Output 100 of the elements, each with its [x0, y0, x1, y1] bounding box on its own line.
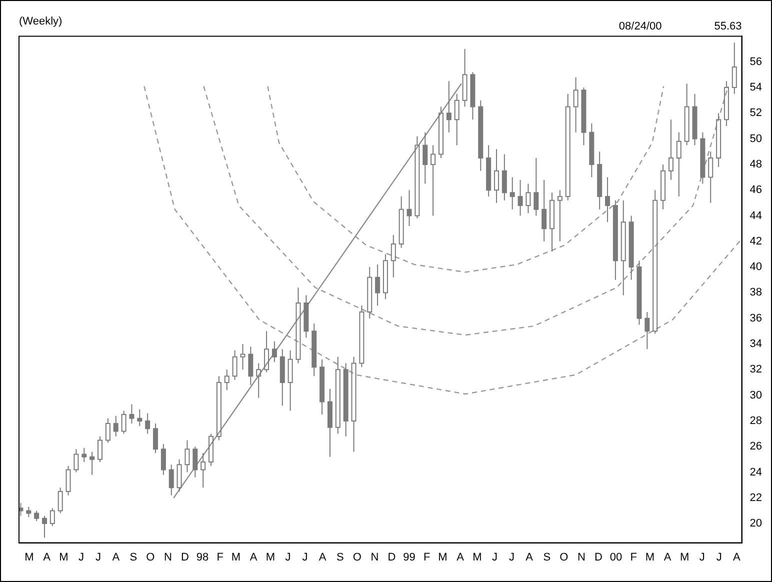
candlestick — [676, 132, 682, 198]
x-tick-label: M — [680, 551, 690, 564]
y-tick-label: 34 — [750, 338, 762, 350]
x-tick-label: M — [472, 551, 482, 564]
y-tick-label: 54 — [750, 82, 762, 94]
candlestick — [708, 151, 714, 204]
candlestick — [526, 183, 531, 214]
candlestick — [732, 42, 737, 94]
y-tick-label: 48 — [750, 158, 762, 170]
candlestick — [200, 452, 206, 488]
y-tick-label: 26 — [750, 440, 762, 453]
candlestick — [367, 266, 372, 319]
candlestick — [550, 192, 555, 252]
candlestick — [335, 356, 340, 434]
candlestick — [232, 350, 238, 380]
candlestick — [216, 376, 222, 441]
x-tick-label: M — [59, 551, 68, 564]
candlestick — [557, 190, 562, 242]
y-tick-label: 56 — [750, 56, 762, 68]
x-tick-label: F — [423, 551, 430, 564]
x-tick-label: N — [164, 551, 172, 564]
x-tick-label: M — [645, 551, 655, 564]
candlestick — [121, 410, 126, 434]
line-series — [144, 86, 742, 395]
text: 55.63 — [714, 20, 742, 33]
candlestick — [565, 93, 570, 201]
candlestick — [74, 448, 79, 473]
x-tick-label: N — [370, 551, 379, 564]
x-tick-label: A — [112, 551, 120, 564]
x-tick-label: F — [216, 551, 224, 564]
candlestick — [454, 93, 460, 146]
x-tick-label: 98 — [196, 551, 209, 564]
x-tick-label: J — [716, 551, 722, 564]
candlestick — [494, 148, 499, 204]
y-tick-label: 38 — [750, 286, 762, 299]
candlestick — [58, 487, 63, 514]
candlestick — [398, 196, 404, 248]
x-tick-label: J — [509, 551, 515, 564]
line-series — [203, 86, 729, 336]
x-tick-label: A — [250, 551, 258, 564]
x-tick-label: F — [630, 551, 638, 564]
candlestick — [414, 136, 420, 219]
candlestick — [652, 190, 658, 334]
y-tick-label: 42 — [750, 235, 762, 248]
y-tick-label: 52 — [750, 107, 762, 120]
candlestick — [296, 287, 301, 364]
candlestick — [359, 305, 364, 368]
candlestick — [351, 356, 356, 452]
y-tick-label: 50 — [750, 132, 762, 145]
x-tick-label: 99 — [403, 551, 416, 564]
line-series — [267, 86, 664, 273]
x-tick-label: J — [492, 551, 498, 564]
candlestick — [224, 369, 230, 391]
candlestick — [684, 83, 690, 146]
candlestick — [105, 418, 110, 444]
x-tick-label: S — [543, 551, 551, 564]
candlestick — [430, 144, 436, 216]
x-tick-label: O — [352, 551, 362, 564]
x-tick-label: J — [285, 551, 291, 564]
candlestick — [184, 440, 190, 473]
candlestick — [462, 48, 468, 108]
y-tick-label: 20 — [750, 518, 762, 530]
x-tick-label: M — [438, 551, 448, 564]
x-tick-label: D — [594, 551, 602, 564]
x-tick-label: A — [664, 551, 672, 564]
x-tick-label: M — [266, 551, 276, 564]
y-tick-label: 40 — [750, 261, 762, 274]
y-tick-label: 28 — [750, 414, 762, 427]
x-tick-label: M — [231, 551, 241, 564]
candlestick — [382, 254, 388, 300]
x-tick-label: J — [699, 551, 705, 564]
candlestick — [240, 344, 246, 370]
candlestick — [256, 362, 262, 398]
chart-title: (Weekly) — [19, 16, 62, 28]
x-tick-label: A — [318, 551, 327, 564]
candlestick — [668, 119, 674, 180]
candlestick — [716, 112, 722, 168]
x-tick-label: S — [130, 551, 138, 564]
x-tick-label: 00 — [610, 551, 622, 564]
x-tick-label: M — [24, 551, 34, 564]
y-tick-label: 44 — [750, 210, 762, 222]
x-tick-label: J — [302, 551, 308, 564]
y-tick-label: 36 — [750, 312, 762, 324]
candlestick — [660, 164, 666, 210]
candlestick — [724, 80, 729, 126]
candlestick — [620, 200, 626, 296]
x-tick-label: O — [146, 551, 156, 564]
candlestick — [438, 106, 444, 159]
x-tick-label: A — [732, 551, 741, 564]
x-tick-label: A — [43, 551, 52, 564]
x-tick-label: J — [96, 551, 102, 564]
text: 08/24/00 — [618, 20, 662, 33]
x-tick-label: D — [388, 551, 396, 564]
x-tick-label: S — [336, 551, 344, 564]
x-tick-label: N — [577, 551, 586, 564]
x-tick-label: O — [560, 551, 569, 564]
x-tick-label: A — [456, 551, 465, 564]
x-tick-label: D — [180, 551, 189, 564]
y-tick-label: 32 — [750, 364, 762, 376]
x-tick-label: J — [78, 551, 84, 564]
